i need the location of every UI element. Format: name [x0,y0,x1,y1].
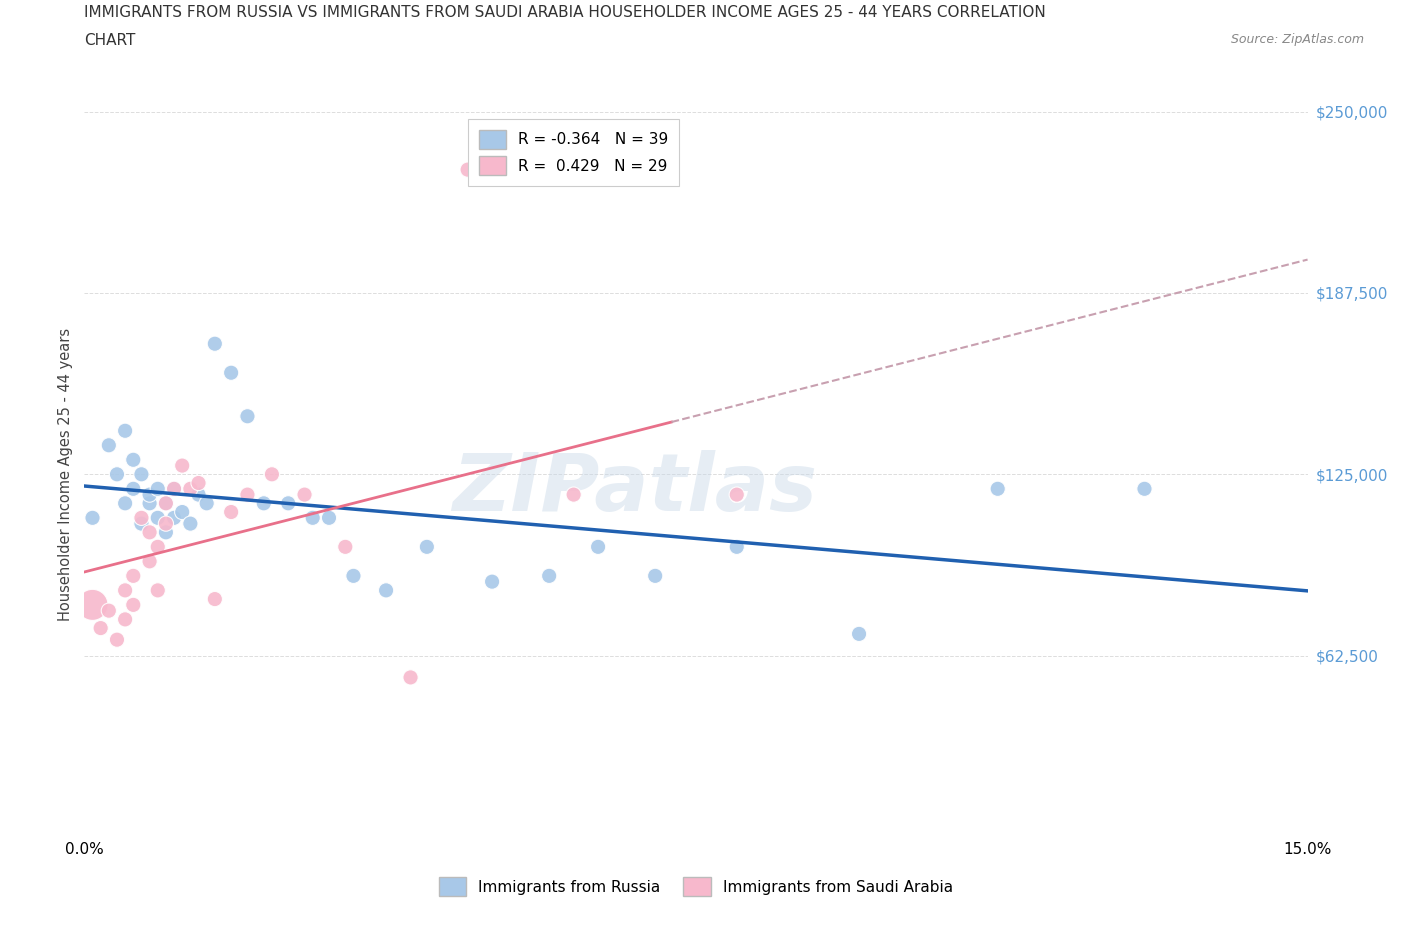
Point [1133,482,1156,497]
Point [342,568,364,583]
Point [138,554,160,569]
Point [82,597,104,612]
Point [253,496,276,511]
Point [294,487,316,502]
Point [163,482,186,497]
Legend: Immigrants from Russia, Immigrants from Saudi Arabia: Immigrants from Russia, Immigrants from … [433,871,959,902]
Point [987,482,1010,497]
Point [131,516,153,531]
Point [204,591,226,606]
Point [122,482,145,497]
Point [204,337,226,352]
Point [172,458,194,473]
Text: ZIPatlas: ZIPatlas [453,450,817,528]
Point [399,670,422,684]
Point [155,496,177,511]
Point [146,482,169,497]
Point [335,539,357,554]
Point [219,505,242,520]
Point [155,516,177,531]
Point [122,597,145,612]
Text: Source: ZipAtlas.com: Source: ZipAtlas.com [1230,33,1364,46]
Text: IMMIGRANTS FROM RUSSIA VS IMMIGRANTS FROM SAUDI ARABIA HOUSEHOLDER INCOME AGES 2: IMMIGRANTS FROM RUSSIA VS IMMIGRANTS FRO… [84,5,1046,20]
Point [318,511,340,525]
Point [236,409,259,424]
Point [122,452,145,467]
Point [195,496,218,511]
Point [146,511,169,525]
Point [644,568,666,583]
Point [97,604,120,618]
Point [219,365,242,380]
Point [179,516,201,531]
Point [114,496,136,511]
Point [105,467,128,482]
Point [138,525,160,539]
Point [114,423,136,438]
Point [146,583,169,598]
Point [90,620,112,635]
Point [301,511,323,525]
Point [138,487,160,502]
Point [457,162,479,177]
Point [82,511,104,525]
Point [236,487,259,502]
Point [586,539,609,554]
Point [146,539,169,554]
Point [172,505,194,520]
Point [138,496,160,511]
Point [187,475,209,490]
Point [179,482,201,497]
Point [725,539,748,554]
Point [97,438,120,453]
Point [187,487,209,502]
Point [155,496,177,511]
Point [114,612,136,627]
Point [131,467,153,482]
Point [105,632,128,647]
Text: CHART: CHART [84,33,136,47]
Point [277,496,299,511]
Point [562,487,585,502]
Point [122,568,145,583]
Point [260,467,283,482]
Point [163,511,186,525]
Point [114,583,136,598]
Point [375,583,398,598]
Point [848,627,870,642]
Y-axis label: Householder Income Ages 25 - 44 years: Householder Income Ages 25 - 44 years [58,327,73,621]
Point [725,487,748,502]
Point [163,482,186,497]
Point [131,511,153,525]
Point [416,539,439,554]
Point [538,568,561,583]
Point [155,525,177,539]
Point [481,574,503,589]
